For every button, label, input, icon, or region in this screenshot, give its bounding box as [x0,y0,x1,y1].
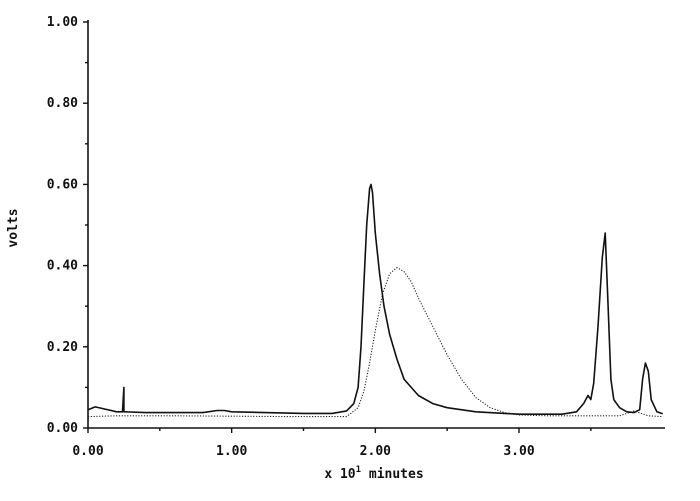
traces [87,183,663,418]
axes [87,20,665,429]
x-tick-label: 1.00 [216,444,247,459]
y-axis-title: volts [6,208,21,247]
x-tick-label: 0.00 [72,444,103,459]
y-tick-label: 1.00 [47,15,78,30]
y-tick-label: 0.40 [47,259,78,274]
y-tick-label: 0.80 [47,96,78,111]
series-line-solid [87,183,663,415]
tick-labels: 0.00 0.20 0.40 0.60 0.80 1.00 0.00 1.00 2.00 3.00 [47,15,535,459]
x-axis-title-exponent: 1 [356,465,361,475]
x-tick-label: 3.00 [503,444,534,459]
y-tick-label: 0.60 [47,177,78,192]
x-axis-title: x 101 minutes [324,465,423,482]
y-tick-label: 0.00 [47,421,78,436]
x-axis-title-prefix: x 10 [324,467,355,482]
ticks [83,21,592,433]
series-line-dotted [87,266,663,418]
x-tick-label: 2.00 [360,444,391,459]
x-axis-title-suffix: minutes [361,467,424,482]
y-tick-label: 0.20 [47,340,78,355]
